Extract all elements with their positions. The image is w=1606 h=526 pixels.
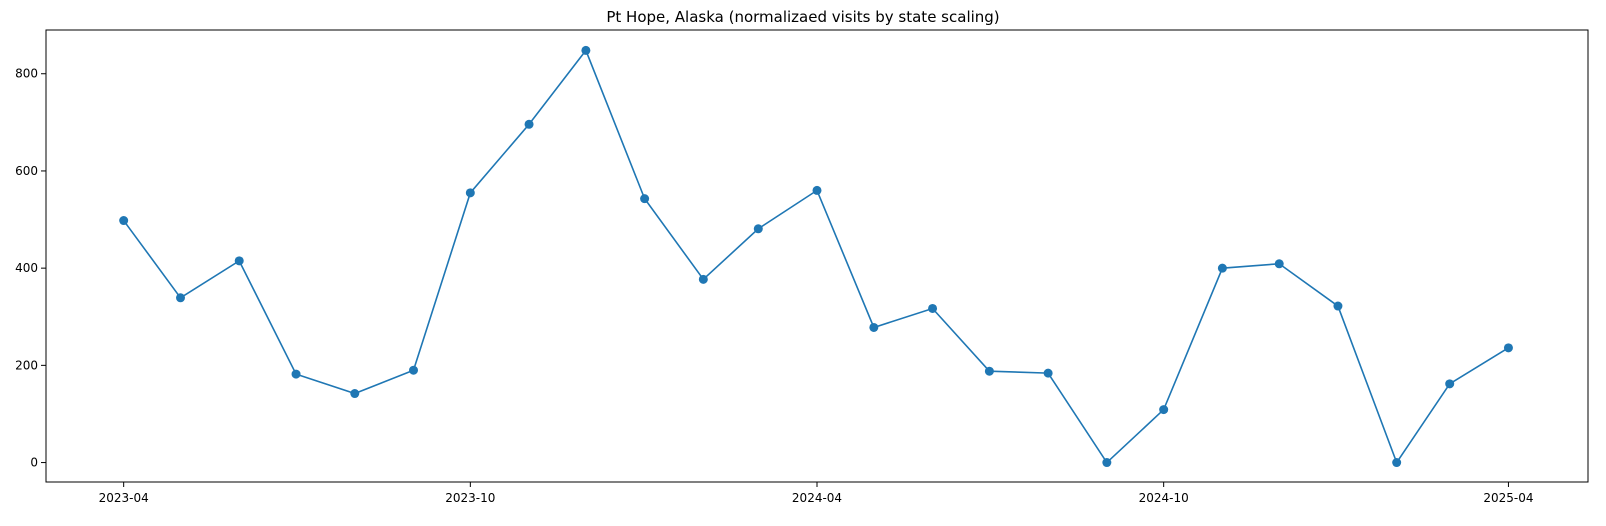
data-point	[1102, 458, 1112, 468]
data-point	[984, 366, 994, 376]
series-layer	[119, 45, 1513, 468]
data-point	[234, 256, 244, 266]
data-point	[1333, 301, 1343, 311]
data-point	[1159, 405, 1169, 415]
data-point	[465, 188, 475, 198]
y-tick-label: 400	[15, 261, 38, 275]
data-point	[176, 293, 185, 303]
data-point	[1043, 368, 1053, 378]
data-point	[1503, 343, 1513, 353]
data-point	[698, 274, 708, 284]
data-point	[291, 369, 301, 379]
data-point	[869, 322, 879, 332]
x-tick-label: 2024-04	[792, 491, 842, 505]
data-point	[640, 194, 650, 204]
chart-title: Pt Hope, Alaska (normalizaed visits by s…	[606, 8, 999, 26]
data-point	[1274, 259, 1284, 269]
data-point	[581, 45, 591, 55]
y-tick-label: 800	[15, 67, 38, 81]
x-tick-label: 2023-10	[445, 491, 495, 505]
data-point	[409, 365, 418, 375]
data-point	[928, 303, 938, 313]
y-tick-label: 200	[15, 358, 38, 372]
data-point	[1217, 263, 1227, 273]
plot-area	[45, 29, 1589, 483]
x-tick-label: 2023-04	[99, 491, 149, 505]
x-tick-label: 2025-04	[1483, 491, 1533, 505]
y-tick-label: 0	[30, 456, 38, 470]
data-point	[119, 216, 129, 226]
y-axis: 0 200 400 600 800	[15, 67, 46, 470]
x-tick-label: 2024-10	[1139, 491, 1189, 505]
data-point	[753, 224, 763, 234]
x-axis: 2023-04 2023-10 2024-04 2024-10 2025-04	[99, 482, 1534, 505]
data-point	[524, 119, 534, 129]
data-point	[812, 185, 822, 195]
data-point	[350, 389, 360, 399]
y-tick-label: 600	[15, 164, 38, 178]
data-point	[1392, 458, 1402, 468]
data-point	[1445, 379, 1455, 389]
series-line	[123, 48, 1509, 465]
